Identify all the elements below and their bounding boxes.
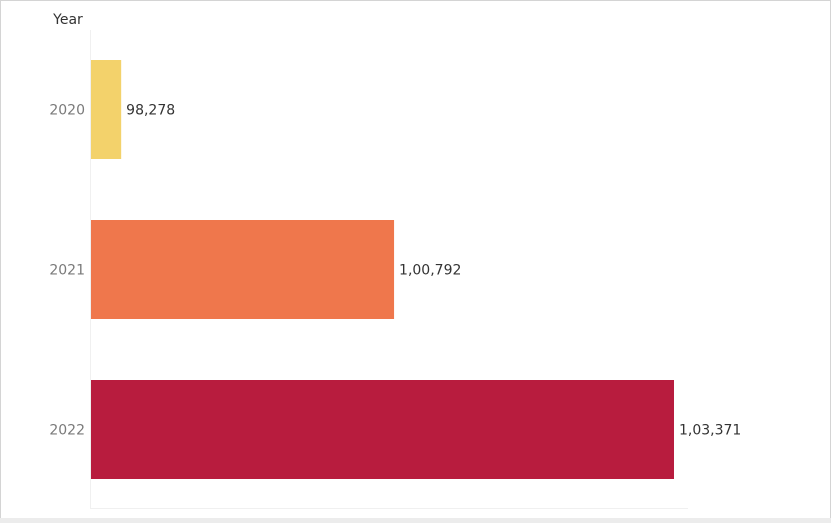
- bar-2022[interactable]: [91, 380, 674, 479]
- data-label-2020: 98,278: [126, 103, 175, 119]
- bottom-scrollbar-strip: [0, 518, 831, 523]
- y-tick-label-2020: 2020: [49, 103, 85, 119]
- y-axis-title: Year: [52, 12, 83, 28]
- bar-2021[interactable]: [91, 220, 395, 319]
- bar-2020[interactable]: [91, 60, 122, 159]
- bars-group: 2020 98,278 2021 1,00,792 2022 1,03,371: [49, 60, 741, 479]
- data-label-2021: 1,00,792: [399, 263, 461, 279]
- y-tick-label-2022: 2022: [49, 423, 85, 439]
- data-label-2022: 1,03,371: [679, 423, 741, 439]
- y-tick-label-2021: 2021: [49, 263, 85, 279]
